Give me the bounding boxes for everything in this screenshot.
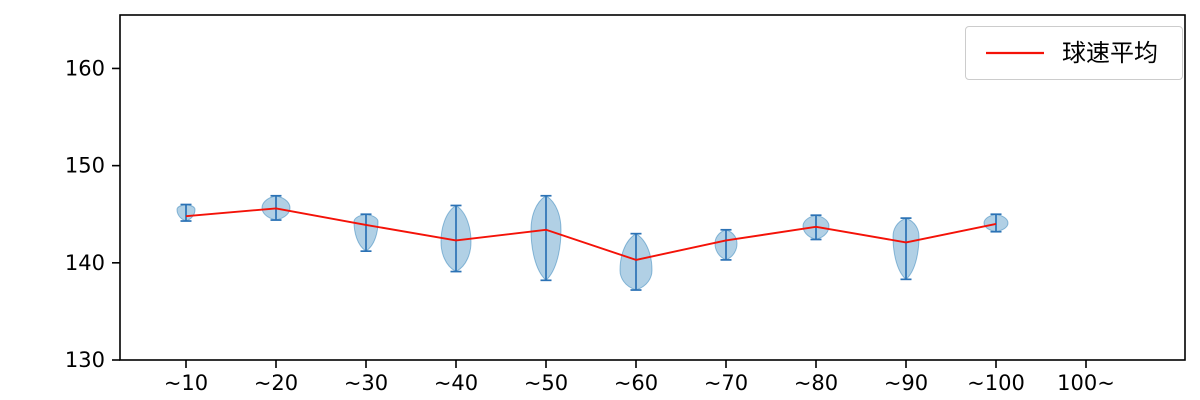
legend-label: 球速平均 (1062, 39, 1158, 67)
legend-line-swatch (986, 51, 1044, 55)
x-tick-label-~40: ~40 (434, 371, 478, 395)
x-tick-label-~80: ~80 (794, 371, 838, 395)
y-tick-label-130: 130 (65, 348, 105, 372)
legend: 球速平均 (965, 26, 1183, 80)
x-tick-label-~70: ~70 (704, 371, 748, 395)
x-tick-label-~60: ~60 (614, 371, 658, 395)
x-tick-label-~20: ~20 (254, 371, 298, 395)
x-tick-label-~30: ~30 (344, 371, 388, 395)
x-tick-label-~10: ~10 (164, 371, 208, 395)
y-tick-label-160: 160 (65, 56, 105, 80)
y-tick-label-140: 140 (65, 251, 105, 275)
x-tick-label-~50: ~50 (524, 371, 568, 395)
x-tick-label-~90: ~90 (884, 371, 928, 395)
x-tick-label-100~: 100~ (1057, 371, 1115, 395)
x-tick-label-~100: ~100 (967, 371, 1025, 395)
mean-speed-line (185, 207, 997, 261)
plot-border (119, 14, 1186, 361)
y-tick-label-150: 150 (65, 154, 105, 178)
